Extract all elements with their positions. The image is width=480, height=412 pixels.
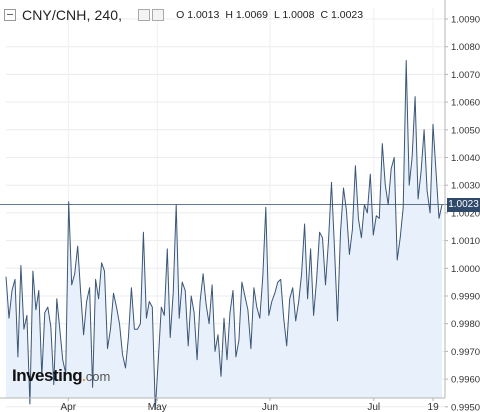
ohlc-low: L 1.0008 bbox=[273, 9, 315, 21]
y-tick-label: 1.0010 bbox=[451, 236, 480, 247]
logo-main: Investing bbox=[12, 366, 83, 385]
series-line bbox=[5, 60, 443, 411]
y-tick-label: 0.9980 bbox=[451, 319, 480, 330]
ohlc-high: H 1.0069 bbox=[225, 9, 268, 21]
y-tick-label: 1.0070 bbox=[451, 70, 480, 81]
settings-tools bbox=[138, 9, 166, 21]
settings-icon[interactable] bbox=[138, 9, 151, 21]
y-tick-label: 1.0090 bbox=[451, 15, 480, 26]
last-price-label: 1.0023 bbox=[447, 197, 480, 212]
x-tick-label: Apr bbox=[61, 402, 77, 412]
x-tick-label: 19 bbox=[428, 402, 440, 412]
y-tick-label: 0.9990 bbox=[451, 292, 480, 303]
chart-header: CNY/CNH, 240, O 1.0013 H 1.0069 L 1.0008… bbox=[4, 5, 363, 25]
y-tick-label: 0.9970 bbox=[451, 347, 480, 358]
collapse-icon[interactable] bbox=[4, 9, 16, 21]
series-layer bbox=[0, 60, 447, 411]
ohlc-readout: O 1.0013 H 1.0069 L 1.0008 C 1.0023 bbox=[176, 9, 363, 21]
ohlc-open: O 1.0013 bbox=[176, 9, 220, 21]
y-tick-label: 0.9960 bbox=[451, 375, 480, 386]
visibility-icon[interactable] bbox=[152, 9, 165, 21]
x-tick-label: May bbox=[148, 402, 167, 412]
y-tick-label: 1.0050 bbox=[451, 125, 480, 136]
investing-logo: Investing. com bbox=[12, 366, 110, 386]
y-tick-label: 1.0020 bbox=[451, 208, 480, 219]
x-tick-label: Jul bbox=[367, 402, 380, 412]
ohlc-close: C 1.0023 bbox=[320, 9, 364, 21]
series-area bbox=[6, 60, 442, 410]
logo-suffix: com bbox=[85, 369, 111, 384]
y-tick-label: 1.0000 bbox=[451, 264, 480, 275]
y-tick-label: 1.0080 bbox=[451, 42, 480, 53]
y-tick-label: 1.0060 bbox=[451, 98, 480, 109]
chart-symbol: CNY/CNH, 240, bbox=[22, 7, 123, 23]
logo-dot: . bbox=[82, 369, 86, 384]
y-tick-label: 1.0040 bbox=[451, 153, 480, 164]
x-tick-label: Jun bbox=[262, 402, 278, 412]
y-tick-label: 0.9950 bbox=[451, 402, 480, 412]
y-tick-label: 1.0030 bbox=[451, 181, 480, 192]
